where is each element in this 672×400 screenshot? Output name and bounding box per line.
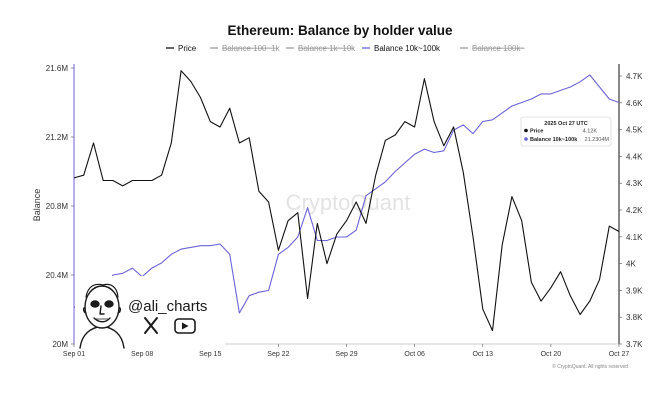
y-right-tick-label: 4.6K [626, 99, 643, 108]
y-right-tick-label: 4.5K [626, 126, 643, 135]
legend: Price Balance 100~1k Balance 1k~10k Balance… [166, 44, 525, 53]
x-tick-label: Oct 27 [609, 351, 630, 358]
x-tick-label: Oct 06 [404, 351, 425, 358]
tooltip-balance-label: Balance 10k~100k [530, 137, 578, 143]
x-tick-label: Sep 29 [335, 351, 357, 358]
copyright: © CryptoQuant. All rights reserved [552, 363, 628, 370]
legend-item-0[interactable]: Price [166, 44, 197, 53]
tooltip-balance-value: 21.2304M [585, 137, 610, 143]
y-right-tick-label: 3.7K [626, 340, 643, 349]
tooltip-price-label: Price [530, 129, 543, 135]
youtube-icon [174, 318, 196, 334]
legend-label: Balance 10k~100k [374, 44, 441, 53]
tooltip-balance-dot [524, 137, 528, 141]
y-axis-label: Balance [32, 189, 42, 222]
legend-item-1[interactable]: Balance 100~1k [210, 44, 281, 53]
tooltip-price-value: 4.12K [583, 129, 598, 135]
y-right-tick-label: 4.4K [626, 152, 643, 161]
x-tick-label: Oct 13 [472, 351, 493, 358]
y-right-tick-label: 4.7K [626, 72, 643, 81]
y-right-tick-label: 3.8K [626, 313, 643, 322]
x-tick-label: Sep 08 [131, 351, 153, 358]
overlay-handle: @ali_charts [128, 298, 207, 315]
y-left-tick-label: 20M [52, 340, 68, 349]
x-tick-label: Sep 01 [63, 351, 85, 358]
y-right-tick-label: 4.1K [626, 233, 643, 242]
legend-item-2[interactable]: Balance 1k~10k [286, 44, 356, 53]
price-line [73, 70, 620, 332]
y-right-tick-label: 3.9K [626, 286, 643, 295]
y-left-tick-label: 21.6M [46, 64, 69, 73]
y-right-tick-label: 4K [626, 260, 636, 269]
y-left-axis: 20M 20.4M 20.8M 21.2M 21.6M [46, 64, 75, 349]
y-left-tick-label: 21.2M [46, 133, 69, 142]
balance-10k-100k-line [73, 74, 620, 314]
legend-label: Price [178, 44, 197, 53]
legend-item-3[interactable]: Balance 10k~100k [362, 44, 441, 53]
y-right-tick-label: 4.3K [626, 179, 643, 188]
x-logo-icon [144, 317, 158, 334]
watermark: CryptoQuant [286, 190, 411, 215]
y-right-axis: 3.7K 3.8K 3.9K 4K 4.1K 4.2K 4.3K 4.4K 4.5K 4.6K 4.… [618, 64, 643, 349]
x-tick-label: Sep 15 [199, 351, 221, 358]
legend-item-4[interactable]: Balance 100k~ [460, 44, 525, 53]
tooltip-price-dot [524, 128, 528, 133]
y-left-tick-label: 20.4M [46, 271, 69, 280]
author-overlay: @ali_charts [75, 276, 225, 349]
y-left-tick-label: 20.8M [46, 202, 69, 211]
chart-title: Ethereum: Balance by holder value [227, 23, 453, 38]
tooltip-date: 2025 Oct 27 UTC [544, 121, 587, 127]
tooltip: 2025 Oct 27 UTC Price 4.12K Balance 10k~… [520, 116, 612, 147]
tooltip-box [520, 116, 612, 147]
x-tick-label: Oct 20 [541, 351, 562, 358]
x-tick-label: Sep 22 [267, 351, 289, 358]
y-right-tick-label: 4.2K [626, 206, 643, 215]
series-layer [73, 70, 620, 332]
portrait-icon [79, 283, 125, 349]
